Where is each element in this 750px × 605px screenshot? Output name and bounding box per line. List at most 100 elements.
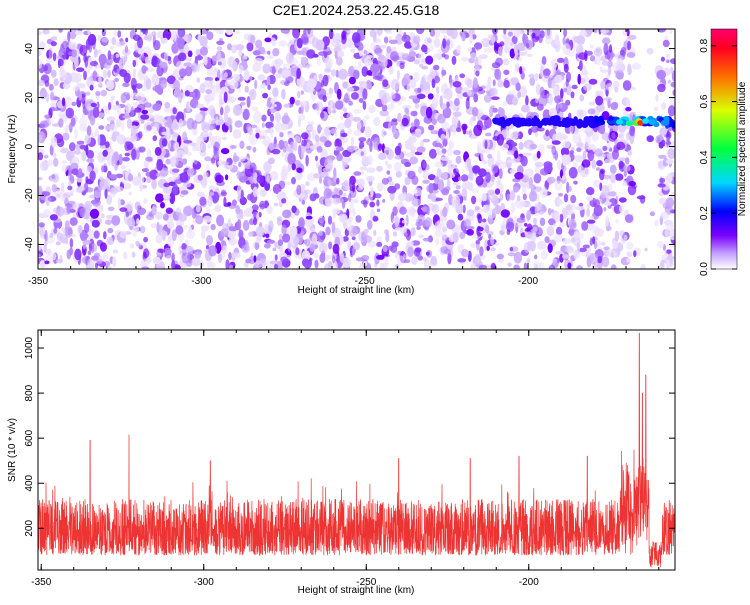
noise-blob (625, 107, 632, 112)
noise-blob (293, 236, 300, 246)
noise-blob (205, 163, 210, 171)
noise-blob (87, 250, 92, 256)
noise-blob (272, 87, 279, 98)
noise-blob (535, 83, 541, 96)
noise-blob (370, 42, 376, 51)
noise-blob (336, 88, 342, 100)
noise-blob (544, 236, 550, 244)
noise-blob (204, 156, 212, 162)
noise-blob (390, 91, 396, 100)
noise-blob (551, 140, 561, 145)
noise-blob (134, 107, 142, 113)
noise-blob (319, 136, 328, 143)
noise-blob (660, 56, 666, 62)
noise-blob (177, 52, 187, 62)
noise-blob (162, 29, 172, 41)
noise-blob (300, 56, 306, 61)
noise-blob (456, 127, 462, 133)
noise-blob (132, 176, 142, 186)
noise-blob (207, 105, 216, 116)
noise-blob (333, 187, 339, 196)
noise-blob (237, 88, 241, 93)
noise-blob (404, 193, 414, 202)
noise-blob (194, 160, 198, 165)
noise-blob (309, 243, 316, 252)
noise-blob (500, 209, 510, 218)
noise-blob (540, 250, 548, 260)
spectrogram-y-tick-label: 20 (24, 92, 35, 104)
noise-blob (619, 204, 624, 214)
noise-blob (657, 83, 666, 93)
noise-blob (249, 162, 257, 174)
noise-blob (560, 147, 570, 157)
noise-blob (561, 154, 568, 167)
noise-blob (569, 150, 575, 155)
noise-blob (71, 49, 77, 58)
noise-blob (501, 129, 510, 138)
noise-blob (130, 92, 139, 100)
noise-blob (502, 100, 508, 106)
noise-blob (404, 161, 412, 167)
noise-blob (306, 49, 316, 59)
noise-blob (487, 155, 495, 168)
noise-blob (363, 49, 368, 55)
noise-blob (143, 159, 149, 168)
noise-blob (111, 224, 116, 229)
noise-blob (421, 206, 428, 212)
noise-blob (661, 139, 666, 147)
noise-blob (362, 100, 367, 110)
noise-blob (534, 263, 539, 269)
noise-blob (156, 115, 164, 124)
noise-blob (548, 107, 558, 118)
noise-blob (413, 88, 420, 93)
noise-blob (359, 166, 367, 171)
noise-blob (366, 54, 373, 59)
noise-blob (665, 219, 674, 231)
noise-blob (607, 140, 611, 150)
noise-blob (503, 29, 507, 36)
noise-blob (296, 184, 302, 196)
noise-blob (478, 168, 487, 178)
noise-blob (173, 142, 177, 151)
noise-blob (227, 218, 232, 227)
noise-blob (394, 227, 403, 232)
noise-blob (75, 72, 83, 82)
noise-blob (348, 100, 353, 106)
noise-blob (439, 29, 448, 34)
noise-blob (96, 185, 102, 193)
noise-blob (69, 209, 76, 213)
noise-blob (506, 193, 511, 201)
noise-blob (262, 139, 270, 146)
noise-blob (177, 29, 186, 38)
noise-blob (252, 106, 259, 112)
noise-blob (266, 239, 276, 244)
snr-y-axis-label: SNR (10 * v/v) (7, 418, 18, 482)
noise-blob (347, 127, 353, 135)
noise-blob (555, 226, 563, 236)
noise-blob (106, 79, 115, 91)
noise-blob (268, 157, 275, 165)
noise-blob (157, 248, 166, 253)
noise-blob (401, 219, 408, 224)
noise-blob (594, 59, 598, 65)
noise-blob (357, 186, 364, 191)
noise-blob (667, 148, 675, 159)
noise-blob (381, 104, 388, 112)
noise-blob (483, 117, 492, 129)
noise-blob (171, 43, 179, 54)
noise-blob (123, 72, 131, 84)
noise-blob (418, 166, 422, 174)
noise-blob (154, 146, 162, 156)
noise-blob (520, 155, 528, 167)
noise-blob (99, 175, 104, 181)
noise-blob (178, 228, 184, 233)
noise-blob (48, 83, 54, 91)
noise-blob (141, 266, 150, 269)
noise-blob (595, 95, 604, 106)
noise-blob (311, 37, 320, 48)
noise-blob (435, 147, 441, 155)
noise-blob (38, 176, 43, 181)
noise-blob (415, 130, 422, 138)
noise-blob (121, 179, 127, 184)
noise-blob (442, 93, 448, 99)
